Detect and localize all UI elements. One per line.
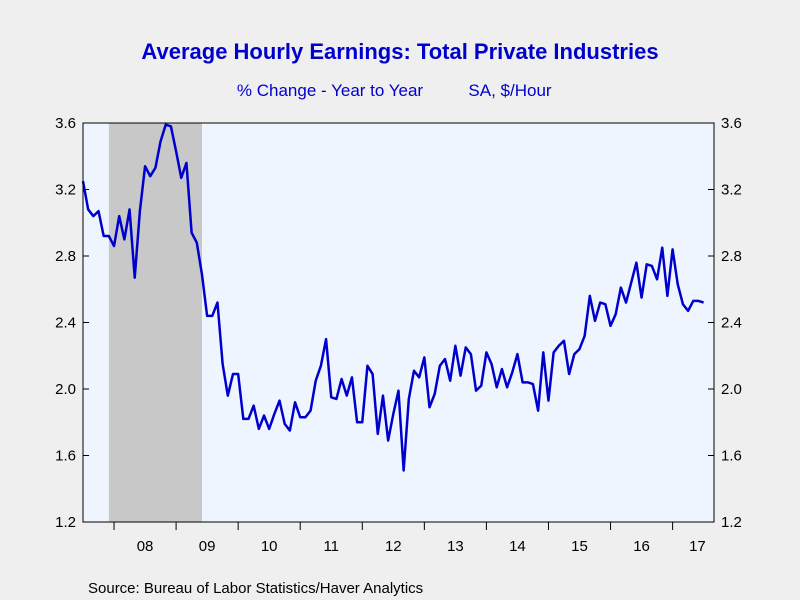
source-note: Source: Bureau of Labor Statistics/Haver… — [88, 580, 423, 597]
series-line — [81, 123, 704, 472]
y-tick-label-left: 3.6 — [55, 115, 76, 132]
x-tick-label: 15 — [571, 538, 588, 555]
plot-frame — [82, 122, 715, 523]
y-tick-label-left: 2.8 — [55, 248, 76, 265]
y-tick-label-left: 3.2 — [55, 182, 76, 199]
chart-subtitle-right: SA, $/Hour — [468, 81, 551, 100]
x-tick-label: 09 — [199, 538, 216, 555]
y-tick-label-right: 2.0 — [721, 381, 742, 398]
y-tick-label-right: 3.6 — [721, 115, 742, 132]
chart-subtitle-left: % Change - Year to Year — [237, 81, 424, 100]
x-tick-label: 13 — [447, 538, 464, 555]
y-tick-label-left: 1.6 — [55, 448, 76, 465]
chart-title: Average Hourly Earnings: Total Private I… — [141, 39, 658, 64]
x-tick-label: 17 — [689, 538, 706, 555]
y-tick-label-left: 2.4 — [55, 315, 76, 332]
y-tick-label-right: 3.2 — [721, 182, 742, 199]
x-tick-label: 16 — [633, 538, 650, 555]
recession-shading — [108, 123, 202, 522]
y-tick-label-right: 2.4 — [721, 315, 742, 332]
y-tick-label-right: 2.8 — [721, 248, 742, 265]
x-tick-label: 10 — [261, 538, 278, 555]
x-tick-label: 12 — [385, 538, 402, 555]
y-tick-label-right: 1.2 — [721, 514, 742, 531]
y-tick-label-left: 1.2 — [55, 514, 76, 531]
y-tick-label-right: 1.6 — [721, 448, 742, 465]
x-axis: 08 09 10 11 12 13 14 15 16 17 — [113, 522, 706, 555]
x-tick-label: 08 — [137, 538, 154, 555]
x-tick-label: 14 — [509, 538, 526, 555]
y-tick-label-left: 2.0 — [55, 381, 76, 398]
x-tick-label: 11 — [323, 538, 339, 555]
y-axis-right: 1.2 1.6 2.0 2.4 2.8 3.2 3.6 — [708, 115, 742, 531]
